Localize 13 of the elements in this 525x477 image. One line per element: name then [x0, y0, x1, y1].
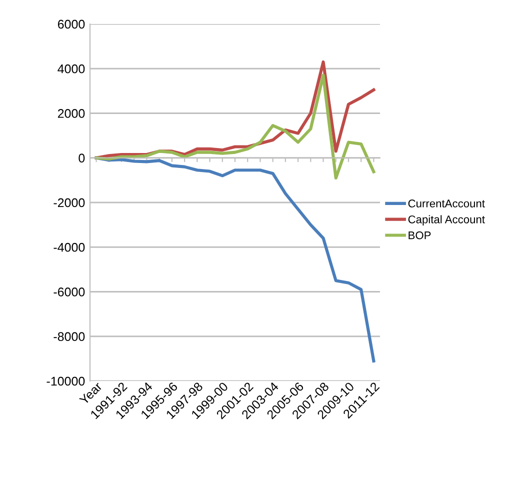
y-tick-label: -2000 [54, 198, 85, 208]
y-tick-label: 4000 [58, 64, 85, 74]
y-tick-label: -6000 [54, 288, 85, 296]
y-tick-label: 2000 [58, 109, 85, 118]
line-series [94, 74, 376, 180]
y-tick-label: -8000 [54, 332, 85, 342]
y-tick-label: 0 [78, 154, 85, 163]
line-series [94, 156, 376, 362]
y-tick-label: -4000 [54, 242, 85, 252]
legend-label: CurrentAccount [408, 200, 485, 208]
y-tick-label: 6000 [58, 20, 85, 29]
legend-label: BOP [408, 231, 431, 240]
legend-label: Capital Account [408, 215, 485, 226]
